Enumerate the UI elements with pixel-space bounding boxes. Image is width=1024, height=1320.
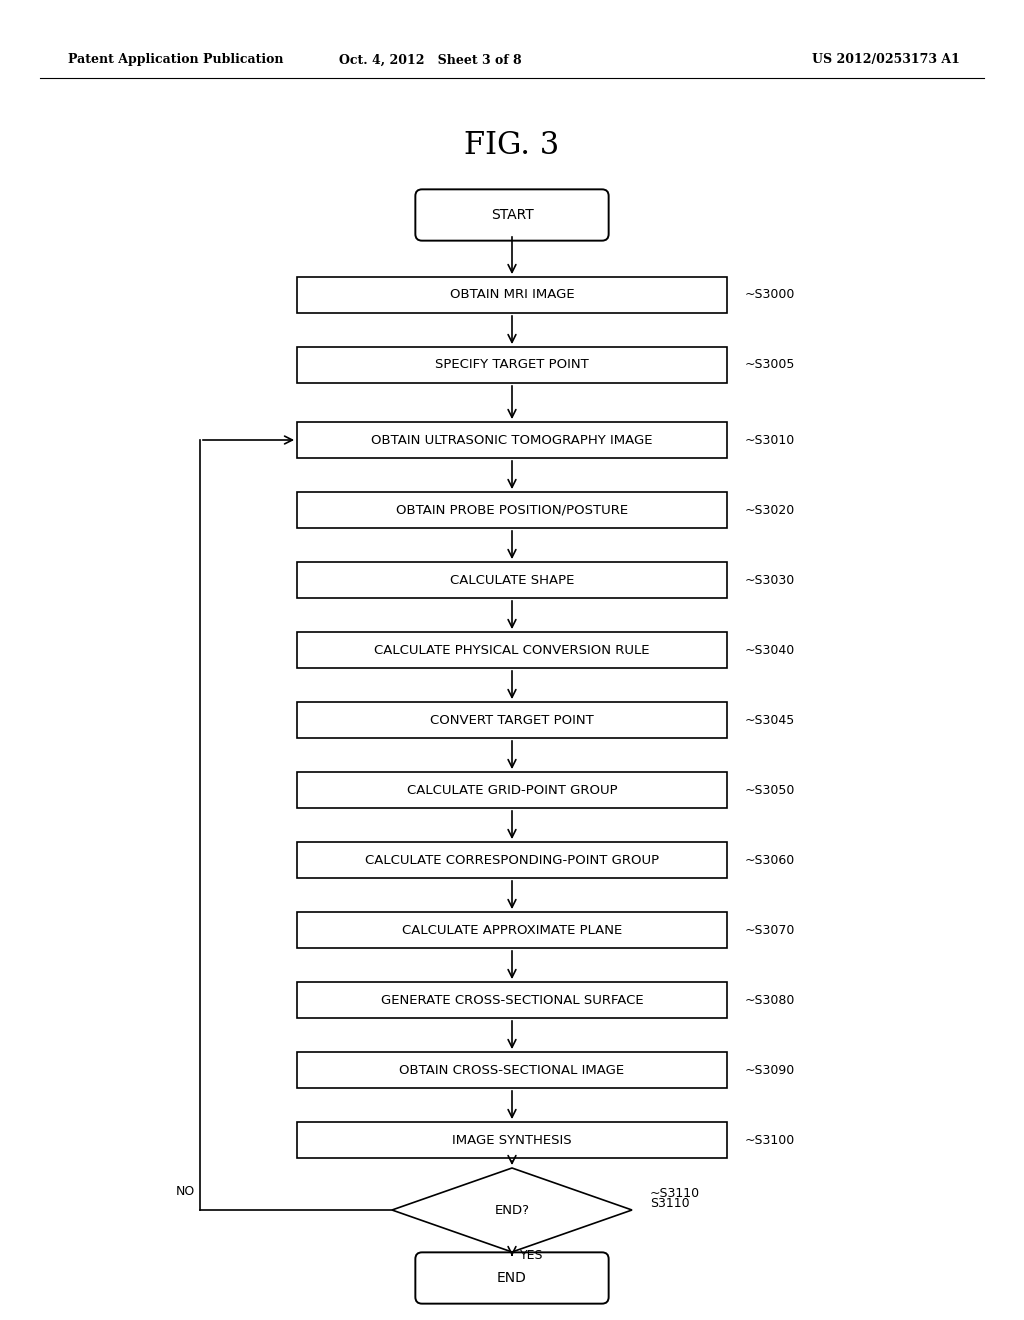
Text: ~S3070: ~S3070 [745, 924, 796, 936]
Bar [297, 277, 727, 313]
Text: US 2012/0253173 A1: US 2012/0253173 A1 [812, 54, 961, 66]
Text: GENERATE CROSS-SECTIONAL SURFACE: GENERATE CROSS-SECTIONAL SURFACE [381, 994, 643, 1006]
Text: OBTAIN CROSS-SECTIONAL IMAGE: OBTAIN CROSS-SECTIONAL IMAGE [399, 1064, 625, 1077]
Text: CALCULATE CORRESPONDING-POINT GROUP: CALCULATE CORRESPONDING-POINT GROUP [365, 854, 659, 866]
Bar [297, 422, 727, 458]
Bar [297, 562, 727, 598]
Bar [297, 492, 727, 528]
Bar [297, 772, 727, 808]
Text: ~S3000: ~S3000 [745, 289, 796, 301]
FancyBboxPatch shape [416, 1253, 608, 1304]
Text: CALCULATE SHAPE: CALCULATE SHAPE [450, 573, 574, 586]
Text: START: START [490, 209, 534, 222]
Text: Patent Application Publication: Patent Application Publication [68, 54, 284, 66]
Text: ~S3060: ~S3060 [745, 854, 796, 866]
Text: SPECIFY TARGET POINT: SPECIFY TARGET POINT [435, 359, 589, 371]
Bar [297, 632, 727, 668]
Text: ~S3050: ~S3050 [745, 784, 796, 796]
Text: ~S3005: ~S3005 [745, 359, 796, 371]
Text: YES: YES [520, 1249, 544, 1262]
Text: Oct. 4, 2012   Sheet 3 of 8: Oct. 4, 2012 Sheet 3 of 8 [339, 54, 521, 66]
Text: CALCULATE APPROXIMATE PLANE: CALCULATE APPROXIMATE PLANE [401, 924, 623, 936]
Bar [297, 1122, 727, 1158]
Text: END?: END? [495, 1204, 529, 1217]
Text: OBTAIN PROBE POSITION/POSTURE: OBTAIN PROBE POSITION/POSTURE [396, 503, 628, 516]
Text: CALCULATE PHYSICAL CONVERSION RULE: CALCULATE PHYSICAL CONVERSION RULE [374, 644, 650, 656]
Bar [297, 1052, 727, 1088]
Text: END: END [497, 1271, 527, 1284]
Text: FIG. 3: FIG. 3 [464, 129, 560, 161]
Text: ~S3080: ~S3080 [745, 994, 796, 1006]
Text: ~S3020: ~S3020 [745, 503, 796, 516]
Text: CONVERT TARGET POINT: CONVERT TARGET POINT [430, 714, 594, 726]
Text: ~S3040: ~S3040 [745, 644, 796, 656]
Text: IMAGE SYNTHESIS: IMAGE SYNTHESIS [453, 1134, 571, 1147]
Bar [297, 842, 727, 878]
Text: ~S3090: ~S3090 [745, 1064, 796, 1077]
Bar [297, 702, 727, 738]
Text: S3110: S3110 [650, 1197, 689, 1210]
Text: ~S3110: ~S3110 [650, 1187, 700, 1200]
Text: OBTAIN MRI IMAGE: OBTAIN MRI IMAGE [450, 289, 574, 301]
FancyBboxPatch shape [416, 189, 608, 240]
Text: ~S3045: ~S3045 [745, 714, 796, 726]
Polygon shape [392, 1168, 632, 1251]
Bar [297, 912, 727, 948]
Text: OBTAIN ULTRASONIC TOMOGRAPHY IMAGE: OBTAIN ULTRASONIC TOMOGRAPHY IMAGE [372, 433, 652, 446]
Bar [297, 347, 727, 383]
Text: ~S3030: ~S3030 [745, 573, 796, 586]
Text: ~S3010: ~S3010 [745, 433, 796, 446]
Text: ~S3100: ~S3100 [745, 1134, 796, 1147]
Text: CALCULATE GRID-POINT GROUP: CALCULATE GRID-POINT GROUP [407, 784, 617, 796]
Bar [297, 982, 727, 1018]
Text: NO: NO [176, 1185, 195, 1199]
